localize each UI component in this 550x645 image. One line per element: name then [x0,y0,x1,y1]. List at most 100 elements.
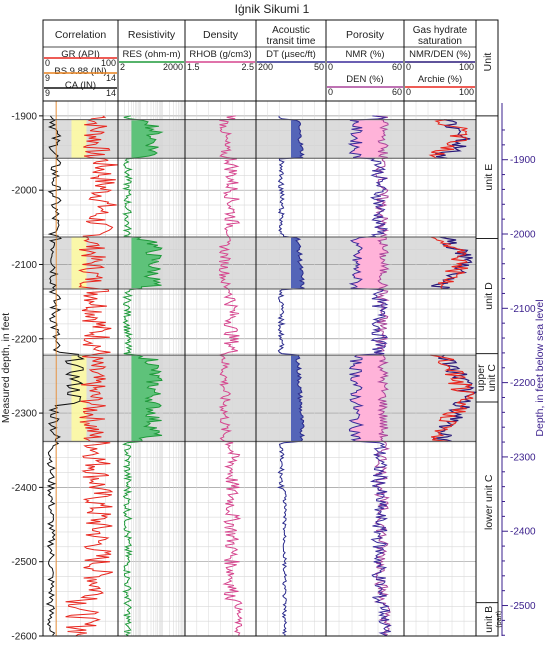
dt-zone-fill-0 [291,120,304,158]
unit-column: Unit unit E unit D upper unit C lower unit C u… [475,53,503,633]
curve-label-3-0: DT (µsec/ft) [266,49,316,60]
left-tick-label-5: -2400 [11,483,37,494]
curve-max-0-1: 14 [106,73,116,83]
archie-curve-1 [430,236,469,290]
track-name-0: Correlation [55,29,107,41]
measured-depth-axis: -1900 -2000 -2100 -2200 -2300 -2400 -2500 -2600… [0,111,43,643]
curve-min-4-0: 0 [328,62,333,72]
rhob-curve [218,115,244,637]
curve-min-2-0: 1.5 [187,62,200,72]
track-name-4: Porosity [346,29,385,41]
curve-label-5-1: Archie (%) [418,74,462,85]
track-name-gh-1: Gas hydrate [413,25,468,36]
unit-label-4: unit B (part) [483,606,503,633]
curve-max-5-1: 100 [459,87,474,97]
curve-min-0-2: 9 [45,88,50,98]
curve-label-5-0: NMR/DEN (%) [409,49,471,60]
unit-text-1: unit D [483,282,495,310]
curve-max-2-0: 2.5 [241,62,254,72]
right-tick-label-1: -2000 [510,230,536,241]
gr-curve [65,115,118,637]
right-tick-label-4: -2300 [510,452,536,463]
curve-max-4-1: 60 [392,87,402,97]
track-name-1: Resistivity [128,29,176,41]
track-frames [42,19,499,637]
right-tick-label-6: -2500 [510,601,536,612]
track-name-gh-2: saturation [418,36,462,47]
nmr-curve [347,115,392,637]
unit-text-0: unit E [483,164,495,191]
curve-max-1-0: 2000 [163,62,183,72]
hydrate-zone-0 [43,119,476,159]
right-tick-label-0: -1900 [510,155,536,166]
depth-grid [43,101,476,637]
porosity-zone-fill-2 [349,355,389,442]
subsea-depth-axis: -1900 -2000 -2100 -2200 -2300 -2400 -2500 Depth… [501,103,546,636]
unit-label-3: lower unit C [483,474,495,530]
unit-sub-4: (part) [496,611,503,628]
archie-curve-2 [430,354,475,442]
nmrden-curve-2 [433,354,478,442]
left-axis-label: Measured depth, in feet [0,313,12,423]
left-tick-label-2: -2100 [11,260,37,271]
ca-curve [45,115,85,636]
archie-curve-0 [428,119,468,159]
unit-text-4: unit B [483,606,495,633]
unit-text-upper: upper [475,364,487,391]
log-curves [45,101,478,637]
res-curve [121,115,164,637]
left-tick-label-6: -2500 [11,557,37,568]
curve-min-3-0: 200 [258,62,273,72]
curve-max-0-0: 100 [101,58,116,68]
hydrate-zones [43,119,476,442]
gr-sand-fill-1 [71,236,87,289]
curve-label-2-0: RHOB (g/cm3) [189,49,251,60]
curve-label-0-1: BS 9.88 (IN) [54,66,106,77]
hydrate-zone-1 [43,236,476,289]
right-tick-label-2: -2100 [510,304,536,315]
curve-label-4-1: DEN (%) [346,74,383,85]
unit-header: Unit [482,53,494,72]
curve-label-0-0: GR (API) [61,49,100,60]
curve-max-3-0: 50 [314,62,324,72]
track-name-acoustic-1: Acoustic [272,25,310,36]
unit-label-0: unit E [483,164,495,191]
curve-max-4-0: 60 [392,62,402,72]
unit-label-2: upper unit C [475,364,498,392]
left-tick-label-4: -2300 [11,409,37,420]
left-tick-label-3: -2200 [11,334,37,345]
unit-label-1: unit D [483,282,495,310]
right-axis-label: Depth, in feet below sea level [534,299,546,436]
curve-max-5-0: 100 [459,62,474,72]
curve-min-5-0: 0 [406,62,411,72]
curve-min-0-0: 0 [45,58,50,68]
outer-frame [42,19,499,637]
gr-sand-fill-0 [71,119,87,159]
track-name-2: Density [203,29,239,41]
nmrden-curve-0 [435,119,471,159]
curve-min-0-1: 9 [45,73,50,83]
dt-zone-fill-1 [291,237,305,289]
right-tick-label-3: -2200 [510,378,536,389]
unit-text-3: lower unit C [483,474,495,530]
curve-label-0-2: CA (IN) [65,80,96,91]
left-tick-label-1: -2000 [11,186,37,197]
chart-title: Iġnik Sikumi 1 [235,2,310,16]
curve-min-5-1: 0 [406,87,411,97]
porosity-zone-fill-0 [349,120,389,158]
gr-sand-fill-2 [71,355,87,442]
dt-curve [276,115,306,637]
den-curve [373,115,391,637]
right-tick-label-5: -2400 [510,527,536,538]
unit-text-upper-2: unit C [486,364,498,392]
curve-min-4-1: 0 [328,87,333,97]
left-tick-label-7: -2600 [11,632,37,641]
left-tick-label-0: -1900 [11,111,37,122]
curve-max-0-2: 14 [106,88,116,98]
curve-label-4-0: NMR (%) [345,49,384,60]
curve-min-1-0: 2 [120,62,125,72]
track-name-acoustic-2: transit time [267,36,316,47]
